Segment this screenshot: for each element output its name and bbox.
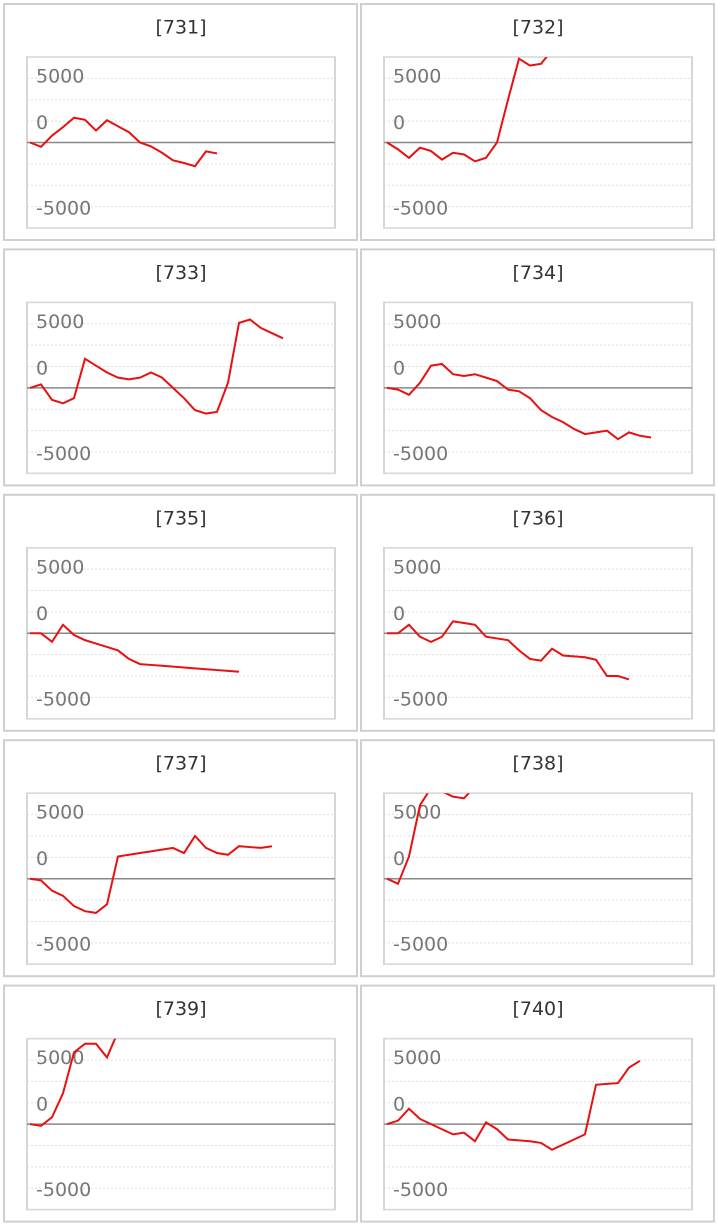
y-tick-label: 0 — [393, 357, 405, 379]
panel — [360, 984, 715, 1223]
y-tick-label: 5000 — [393, 311, 441, 333]
y-tick-label: -5000 — [393, 934, 448, 956]
y-tick-label: -5000 — [393, 1179, 448, 1201]
chart-title: [734] — [512, 262, 563, 284]
chart-title: [736] — [512, 507, 563, 529]
line — [29, 318, 284, 415]
chart-title: [739] — [155, 998, 206, 1020]
panel — [3, 493, 358, 732]
y-tick-label: -5000 — [393, 688, 448, 710]
chart-title: [732] — [512, 17, 563, 39]
y-tick-label: 0 — [393, 112, 405, 134]
y-tick-label: 5000 — [36, 556, 84, 578]
y-tick-label: 0 — [393, 848, 405, 870]
y-tick-label: -5000 — [393, 443, 448, 465]
panel — [360, 493, 715, 732]
y-tick-label: -5000 — [36, 198, 91, 220]
chart-title: [733] — [155, 262, 206, 284]
panel — [360, 739, 715, 978]
line — [387, 620, 630, 681]
y-tick-label: 5000 — [36, 802, 84, 824]
line — [386, 57, 548, 163]
y-tick-label: 5000 — [36, 311, 84, 333]
line — [30, 623, 240, 673]
y-tick-label: 5000 — [393, 802, 441, 824]
chart-title: [735] — [155, 507, 206, 529]
y-tick-label: 0 — [36, 112, 48, 134]
y-tick-label: -5000 — [36, 934, 91, 956]
line — [386, 362, 652, 441]
y-tick-label: 0 — [36, 357, 48, 379]
y-tick-label: 5000 — [36, 1047, 84, 1069]
y-tick-label: -5000 — [36, 443, 91, 465]
panel — [3, 248, 358, 487]
y-tick-label: 0 — [36, 848, 48, 870]
y-tick-label: 0 — [36, 1094, 48, 1116]
chart-title: [738] — [512, 753, 563, 775]
panel — [3, 3, 358, 241]
y-tick-label: -5000 — [393, 198, 448, 220]
y-tick-label: -5000 — [36, 688, 91, 710]
panel — [360, 3, 715, 241]
y-tick-label: 0 — [393, 1094, 405, 1116]
y-tick-label: -5000 — [36, 1179, 91, 1201]
line — [29, 116, 218, 168]
chart-title: [740] — [512, 998, 563, 1020]
y-tick-label: 5000 — [36, 66, 84, 88]
panel — [3, 984, 358, 1223]
line — [386, 1059, 641, 1151]
chart-title: [737] — [155, 753, 206, 775]
line — [29, 834, 273, 914]
y-tick-label: 0 — [393, 603, 405, 625]
panel — [3, 739, 358, 978]
panel — [360, 248, 715, 487]
y-tick-label: 5000 — [393, 556, 441, 578]
y-tick-label: 5000 — [393, 66, 441, 88]
line — [29, 1038, 117, 1127]
chart-title: [731] — [155, 17, 206, 39]
y-tick-label: 0 — [36, 603, 48, 625]
y-tick-label: 5000 — [393, 1047, 441, 1069]
